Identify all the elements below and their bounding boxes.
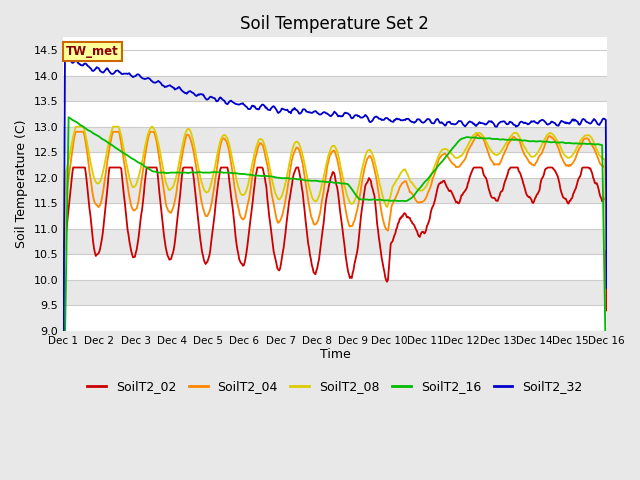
- Bar: [63, 50, 607, 76]
- Bar: [63, 76, 607, 101]
- Bar: [63, 152, 607, 178]
- Legend: SoilT2_02, SoilT2_04, SoilT2_08, SoilT2_16, SoilT2_32: SoilT2_02, SoilT2_04, SoilT2_08, SoilT2_…: [82, 375, 588, 398]
- Bar: [63, 127, 607, 152]
- Bar: [63, 101, 607, 127]
- Bar: [63, 229, 607, 254]
- Bar: [63, 178, 607, 203]
- Bar: [63, 280, 607, 305]
- Bar: [63, 254, 607, 280]
- X-axis label: Time: Time: [319, 348, 350, 361]
- Title: Soil Temperature Set 2: Soil Temperature Set 2: [241, 15, 429, 33]
- Text: TW_met: TW_met: [66, 45, 118, 58]
- Bar: [63, 203, 607, 229]
- Y-axis label: Soil Temperature (C): Soil Temperature (C): [15, 120, 28, 248]
- Bar: [63, 305, 607, 331]
